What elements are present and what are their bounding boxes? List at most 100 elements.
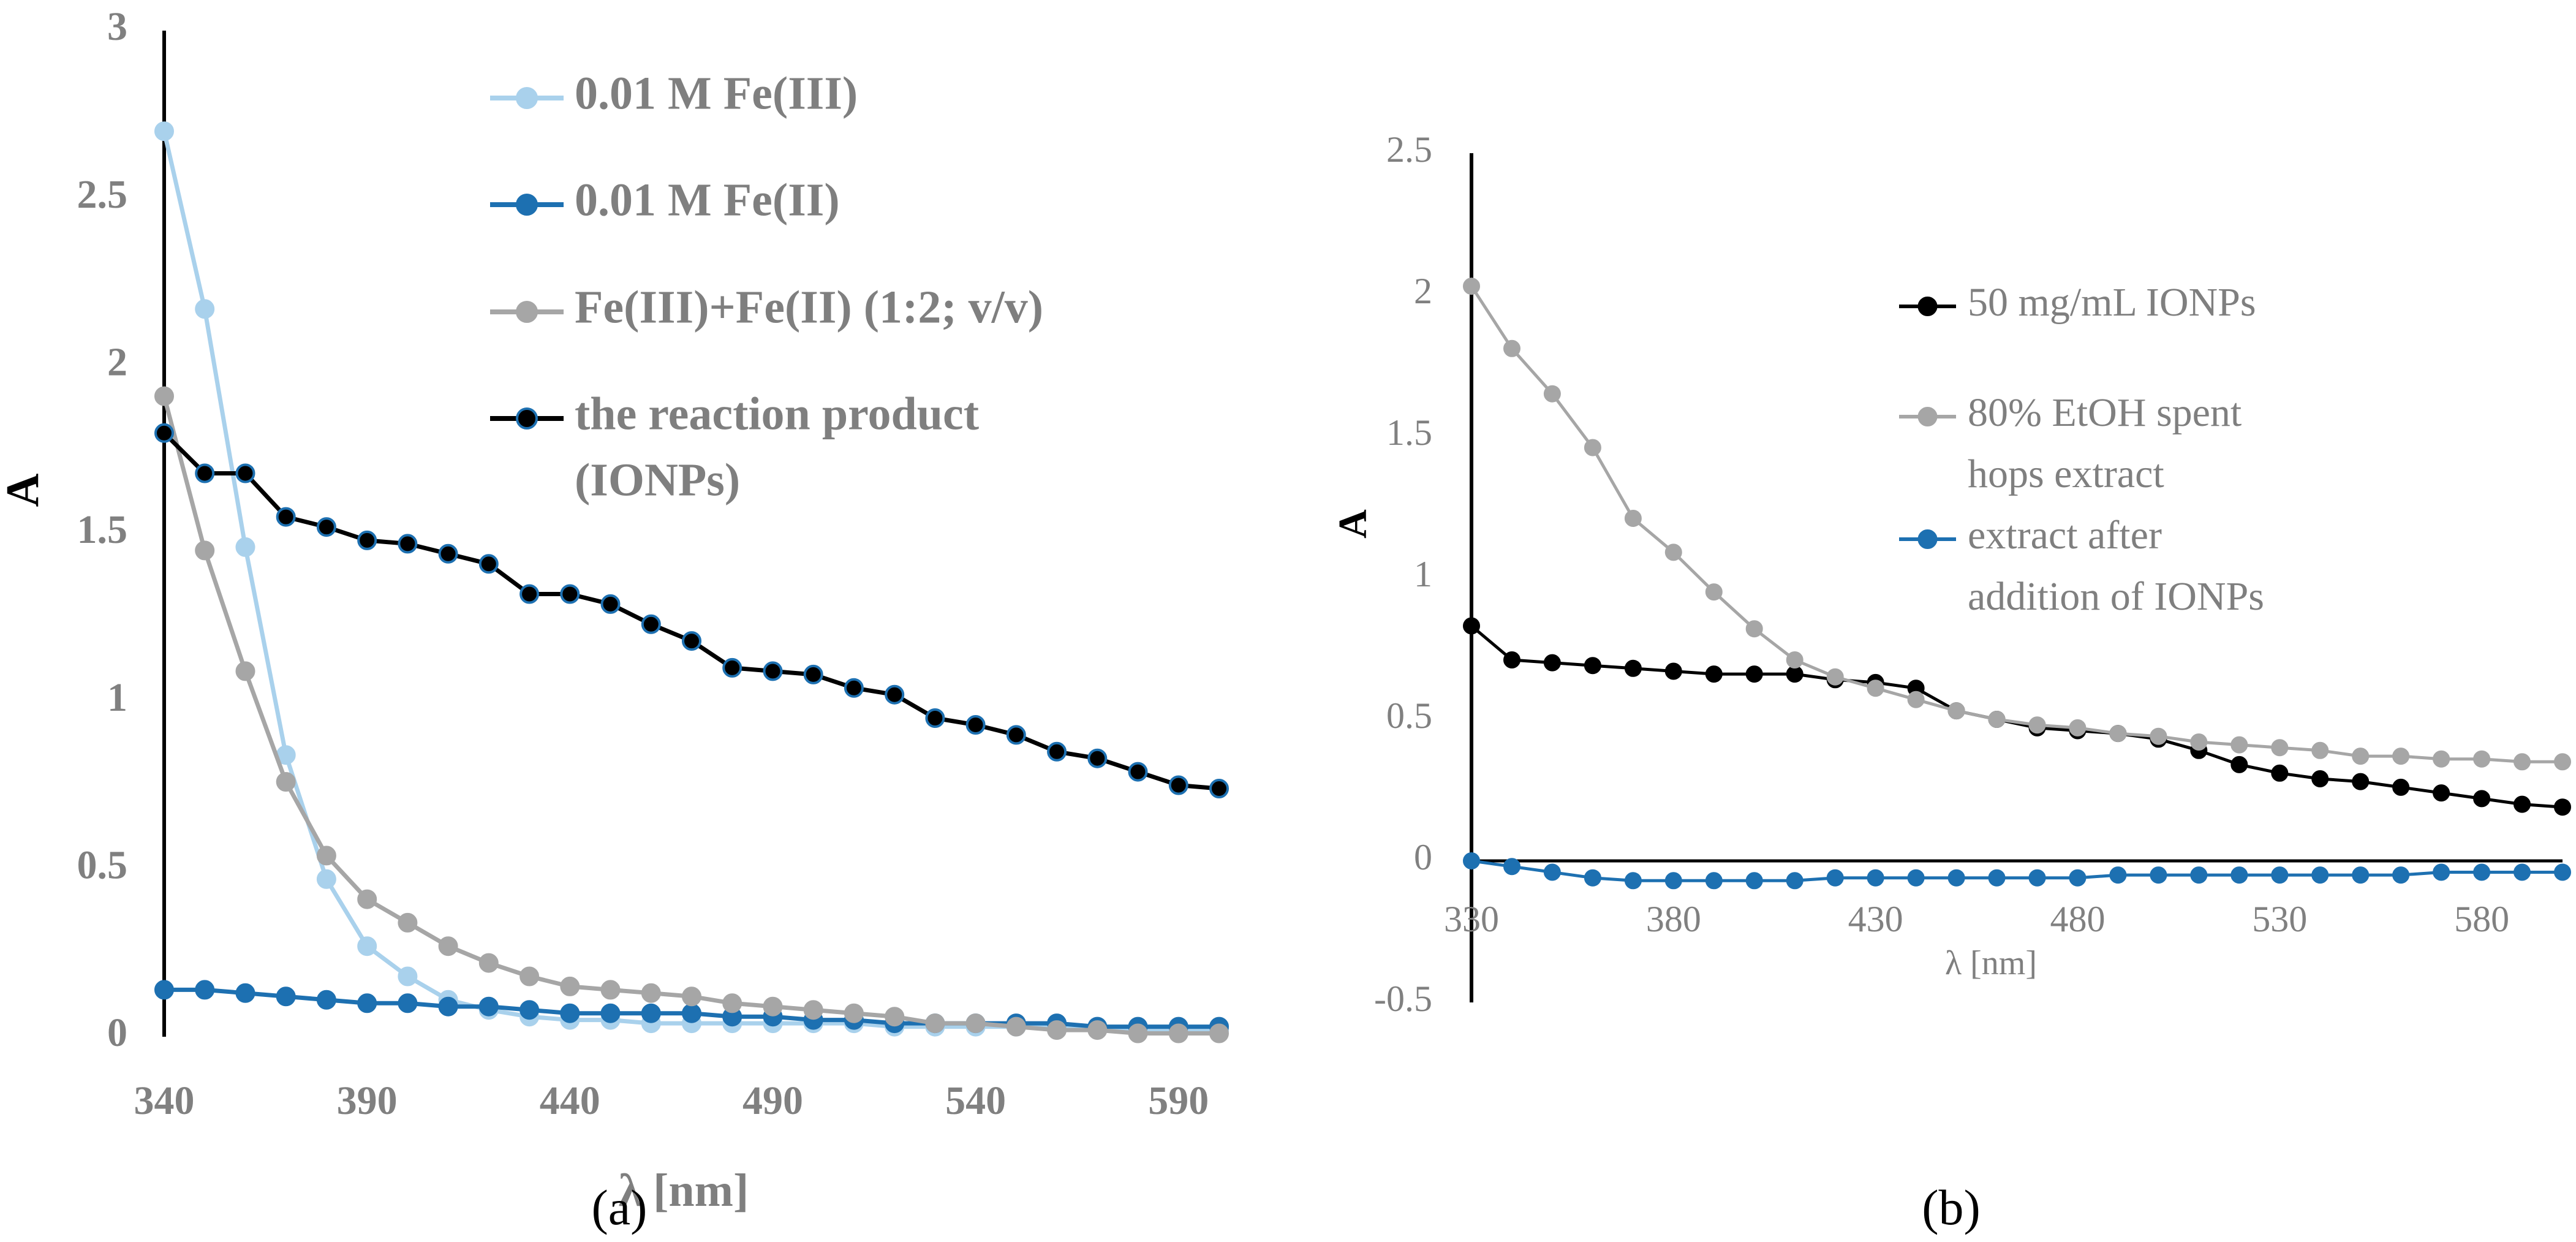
legend-item: 0.01 M Fe(III) (490, 67, 858, 119)
data-point (1988, 869, 2006, 887)
x-tick-label: 430 (1848, 899, 1903, 939)
legend-label: extract after (1968, 513, 2162, 558)
data-point (2311, 741, 2329, 759)
data-point (1503, 339, 1520, 357)
data-point (2433, 863, 2450, 881)
data-point (1006, 725, 1026, 745)
data-point (154, 121, 174, 142)
data-point (965, 1013, 986, 1034)
panel-caption: (a) (591, 1180, 647, 1235)
data-point (1168, 1023, 1188, 1043)
data-point (1947, 869, 1965, 887)
data-point (1584, 869, 1601, 887)
y-tick-label: 1.5 (77, 507, 128, 552)
data-point (1745, 665, 1763, 683)
y-tick-label: 2.5 (77, 172, 128, 217)
x-axis-title: λ [nm] (619, 1165, 749, 1216)
data-point (357, 889, 377, 909)
data-point (1584, 439, 1601, 456)
data-point (1705, 872, 1723, 890)
data-point (1745, 872, 1763, 890)
data-point (1786, 665, 1804, 683)
legend-marker (1917, 407, 1938, 426)
legend-label: the reaction product (575, 388, 979, 439)
data-point (763, 661, 783, 681)
data-point (1786, 872, 1804, 890)
data-point (195, 463, 215, 483)
data-point (2230, 755, 2248, 773)
data-point (641, 1003, 661, 1023)
data-point (885, 684, 905, 705)
data-point (560, 1003, 580, 1023)
data-point (2392, 866, 2410, 884)
data-point (478, 953, 499, 973)
data-point (1624, 872, 1642, 890)
x-tick-label: 530 (2252, 899, 2307, 939)
legend-label: 80% EtOH spent (1968, 390, 2242, 435)
data-point (1006, 1017, 1026, 1037)
y-tick-label: 3 (107, 4, 127, 49)
legend-label: (IONPs) (575, 454, 740, 506)
y-tick-label: 1.5 (1386, 412, 1432, 453)
data-point (316, 846, 336, 866)
y-axis-title: A (0, 473, 48, 507)
data-point (195, 299, 215, 319)
data-point (398, 966, 418, 986)
legend-item: 50 mg/mL IONPs (1899, 280, 2256, 325)
data-point (438, 996, 458, 1017)
data-point (2433, 784, 2450, 802)
data-point (2230, 736, 2248, 754)
series-2 (1463, 278, 2571, 771)
data-point (2554, 753, 2571, 771)
data-point (438, 543, 458, 564)
data-point (1209, 1023, 1229, 1043)
panel-caption: (b) (1922, 1180, 1981, 1235)
data-point (1463, 852, 1480, 869)
chart-b: -0.5 0 0.5 1 1.5 2 2.5 330 380 430 480 530 580 λ [nm]… (1331, 129, 2571, 1235)
x-tick-label: 330 (1444, 899, 1499, 939)
data-point (195, 540, 215, 561)
x-axis-title: λ [nm] (1945, 944, 2037, 982)
data-point (398, 912, 418, 933)
data-point (1503, 858, 1520, 876)
data-point (2433, 750, 2450, 768)
data-point (2554, 863, 2571, 881)
data-point (154, 980, 174, 1000)
data-point (2028, 869, 2046, 887)
data-point (2352, 748, 2370, 765)
data-point (600, 980, 621, 1000)
data-point (2109, 866, 2127, 884)
legend-marker (516, 87, 538, 109)
data-point (2109, 725, 2127, 743)
data-point (2352, 773, 2370, 790)
data-point (1664, 662, 1682, 680)
y-tick-label: 0 (107, 1010, 127, 1055)
x-tick-label: 390 (337, 1078, 398, 1123)
data-point (235, 463, 255, 483)
data-point (316, 517, 336, 537)
y-tick-label: 2.5 (1386, 129, 1432, 170)
legend-label: addition of IONPs (1968, 574, 2264, 619)
x-tick-label: 540 (945, 1078, 1006, 1123)
series-4 (154, 423, 1229, 798)
data-point (2190, 733, 2208, 751)
data-point (357, 936, 377, 956)
data-point (398, 993, 418, 1013)
data-point (154, 423, 174, 443)
legend-item: 0.01 M Fe(II) (490, 174, 840, 225)
data-point (1907, 691, 1925, 708)
data-point (1543, 654, 1561, 672)
data-point (1047, 741, 1067, 762)
data-point (2514, 795, 2531, 813)
y-tick-label: 0 (1414, 837, 1432, 877)
data-point (600, 594, 621, 614)
data-point (682, 986, 701, 1007)
series-3 (1463, 852, 2571, 890)
data-point (2554, 798, 2571, 816)
data-point (2473, 863, 2491, 881)
legend-label: hops extract (1968, 452, 2164, 496)
data-point (2069, 719, 2087, 736)
data-point (925, 708, 945, 728)
data-point (2028, 716, 2046, 734)
x-tick-label: 440 (540, 1078, 600, 1123)
